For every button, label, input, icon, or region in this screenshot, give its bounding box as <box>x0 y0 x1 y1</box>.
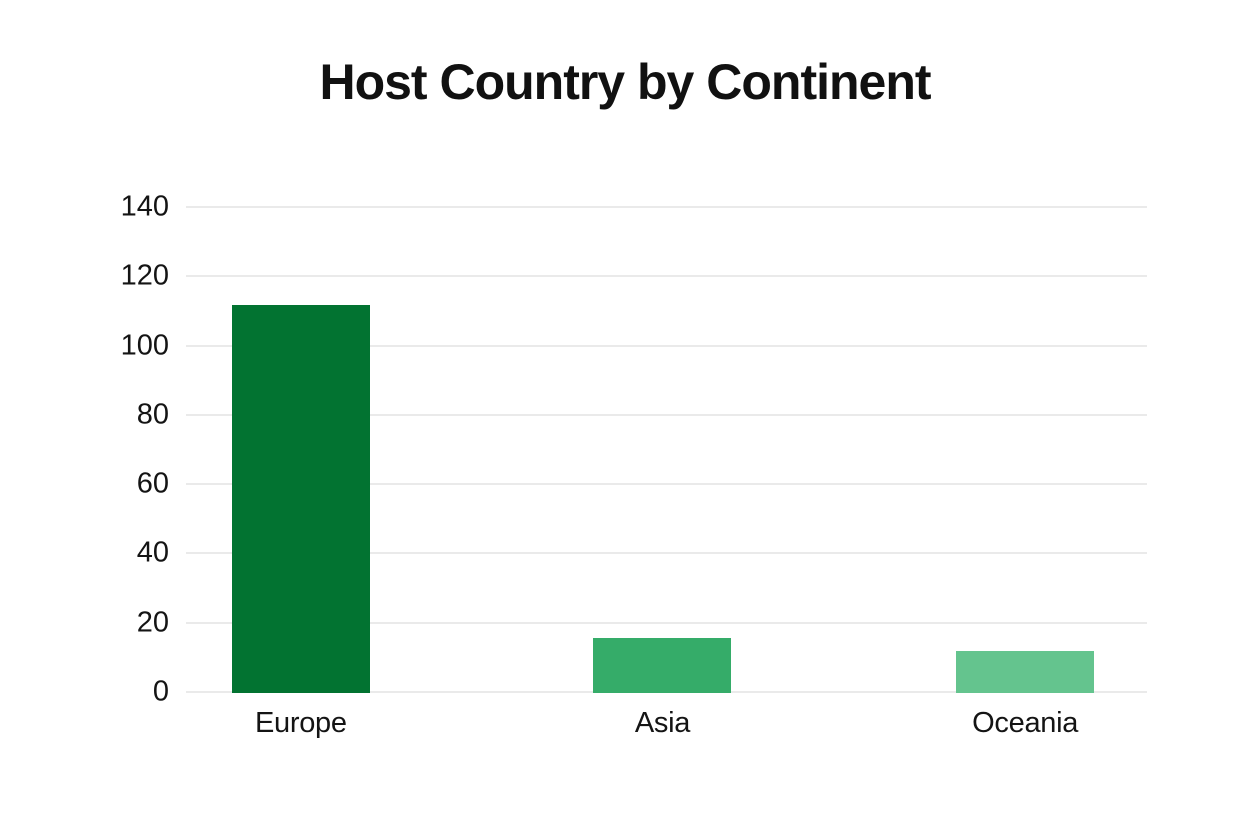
gridline-y-40 <box>186 552 1147 555</box>
y-axis-tick-label-20: 20 <box>136 606 169 639</box>
x-axis-category-label-asia: Asia <box>634 707 691 739</box>
gridline-y-100 <box>186 344 1147 347</box>
gridline-y-20 <box>186 621 1147 624</box>
bar-europe <box>231 305 370 693</box>
bar-oceania <box>956 651 1095 693</box>
gridline-y-80 <box>186 413 1147 416</box>
gridline-y-120 <box>186 275 1147 278</box>
gridline-y-60 <box>186 483 1147 486</box>
x-axis-category-label-oceania: Oceania <box>972 707 1079 739</box>
y-axis-tick-label-100: 100 <box>120 329 169 362</box>
gridline-y-140 <box>186 206 1147 208</box>
y-axis-tick-label-60: 60 <box>136 467 169 500</box>
y-axis-tick-label-40: 40 <box>136 536 169 569</box>
chart-title: Host Country by Continent <box>319 54 931 110</box>
y-axis-tick-label-80: 80 <box>136 398 169 431</box>
plot-area: 0 20 40 60 80 100 120 140 Europe Asia Oceania <box>121 192 1147 738</box>
x-axis-category-label-europe: Europe <box>254 707 347 739</box>
y-axis-tick-label-140: 140 <box>120 190 169 223</box>
bar-asia <box>593 637 732 693</box>
y-axis-tick-label-0: 0 <box>152 675 169 708</box>
y-axis-tick-label-120: 120 <box>120 259 169 292</box>
